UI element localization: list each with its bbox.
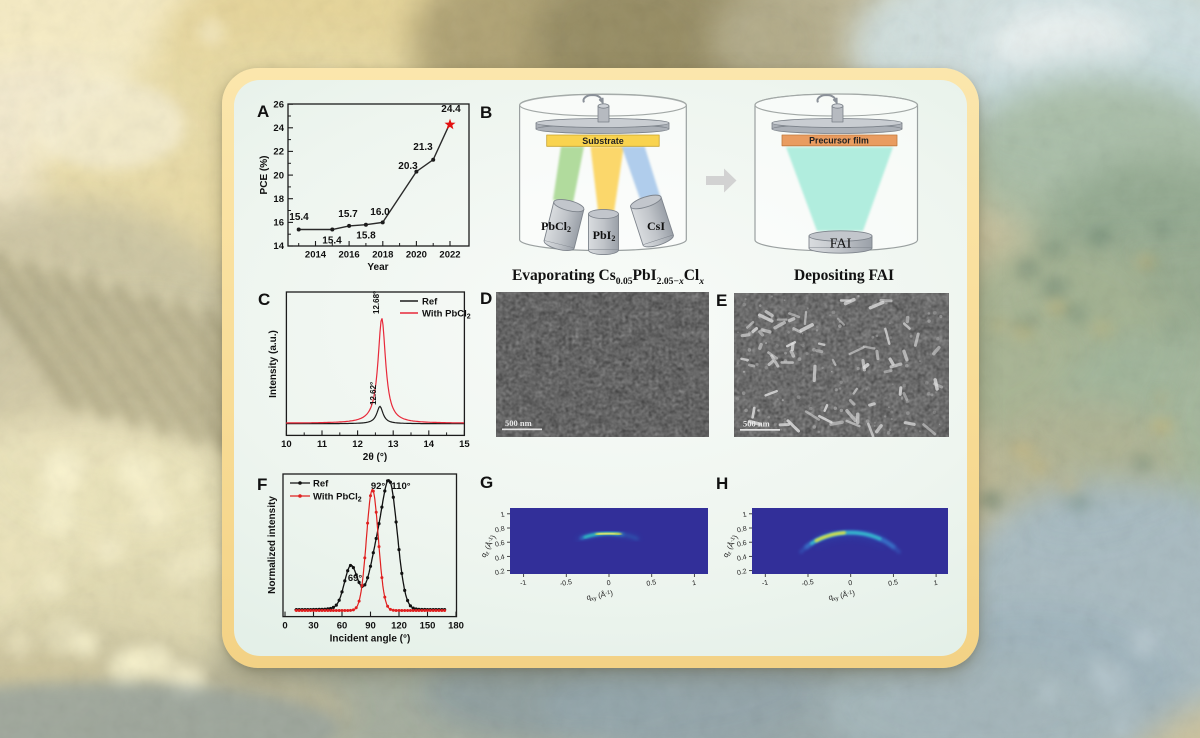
svg-text:0.2: 0.2: [736, 568, 747, 577]
svg-text:13: 13: [388, 439, 399, 450]
svg-text:15.7: 15.7: [338, 209, 358, 220]
svg-text:10: 10: [281, 439, 292, 450]
svg-text:0.8: 0.8: [736, 526, 747, 535]
svg-text:FAI: FAI: [830, 237, 852, 252]
svg-text:24.4: 24.4: [441, 104, 461, 115]
svg-text:2018: 2018: [372, 250, 393, 261]
svg-text:Incident angle (°): Incident angle (°): [330, 634, 411, 645]
svg-text:500 nm: 500 nm: [505, 418, 532, 428]
svg-text:Intensity (a.u.): Intensity (a.u.): [268, 330, 279, 398]
svg-text:Ref: Ref: [422, 297, 438, 308]
svg-text:12.62°: 12.62°: [369, 382, 378, 405]
svg-text:1: 1: [742, 511, 747, 519]
svg-text:-0.5: -0.5: [559, 579, 572, 588]
svg-text:0.4: 0.4: [736, 554, 747, 563]
svg-text:Year: Year: [367, 262, 388, 273]
svg-text:With PbCl2: With PbCl2: [422, 309, 471, 321]
svg-text:14: 14: [273, 241, 284, 252]
svg-text:1: 1: [933, 580, 938, 588]
svg-text:12.68°: 12.68°: [372, 291, 381, 314]
svg-text:30: 30: [308, 621, 319, 632]
svg-text:Substrate: Substrate: [582, 136, 624, 146]
svg-text:2θ (°): 2θ (°): [363, 452, 387, 463]
svg-text:500 nm: 500 nm: [743, 419, 770, 429]
svg-text:21.3: 21.3: [413, 142, 433, 153]
svg-text:18: 18: [273, 194, 284, 205]
svg-text:-1: -1: [761, 580, 768, 588]
svg-text:90: 90: [365, 621, 376, 632]
svg-text:-1: -1: [520, 580, 527, 588]
svg-text:2016: 2016: [339, 250, 360, 261]
svg-text:26: 26: [273, 99, 284, 110]
svg-text:16.0: 16.0: [370, 207, 390, 218]
svg-text:0.4: 0.4: [494, 554, 505, 563]
svg-text:0.8: 0.8: [494, 526, 505, 535]
svg-text:0.2: 0.2: [494, 568, 505, 577]
svg-text:1: 1: [500, 511, 505, 519]
svg-text:PCE (%): PCE (%): [259, 156, 270, 195]
svg-text:20: 20: [273, 170, 284, 181]
svg-text:16: 16: [273, 218, 284, 229]
svg-text:Normalized intensity: Normalized intensity: [267, 496, 278, 594]
svg-text:120: 120: [391, 621, 407, 632]
svg-text:110°: 110°: [391, 481, 410, 492]
svg-text:0: 0: [282, 621, 287, 632]
svg-text:1: 1: [692, 580, 697, 588]
svg-text:PbI2: PbI2: [593, 228, 616, 243]
svg-text:PbCl2: PbCl2: [541, 219, 571, 234]
svg-text:2014: 2014: [305, 250, 327, 261]
svg-text:180: 180: [448, 621, 464, 632]
svg-text:15: 15: [459, 439, 470, 450]
svg-text:22: 22: [273, 147, 284, 158]
svg-text:CsI: CsI: [647, 219, 665, 233]
svg-text:24: 24: [273, 123, 284, 134]
svg-text:-0.5: -0.5: [801, 579, 814, 588]
svg-text:Precursor film: Precursor film: [809, 136, 869, 146]
svg-text:0.5: 0.5: [888, 579, 899, 588]
svg-text:11: 11: [317, 439, 328, 450]
svg-text:60: 60: [337, 621, 348, 632]
svg-text:150: 150: [420, 621, 436, 632]
svg-text:Ref: Ref: [313, 479, 329, 490]
svg-text:0: 0: [848, 580, 853, 588]
svg-text:0.6: 0.6: [494, 540, 505, 549]
svg-text:2020: 2020: [406, 250, 427, 261]
svg-text:15.4: 15.4: [289, 212, 309, 223]
svg-text:92°: 92°: [371, 481, 386, 492]
svg-text:15.4: 15.4: [322, 236, 342, 247]
svg-text:0: 0: [606, 580, 611, 588]
svg-text:69°: 69°: [348, 573, 363, 584]
svg-text:0.5: 0.5: [646, 579, 657, 588]
svg-text:2022: 2022: [439, 250, 460, 261]
svg-text:qxy (Å-1): qxy (Å-1): [586, 588, 615, 603]
svg-text:qxy (Å-1): qxy (Å-1): [828, 588, 857, 603]
svg-text:20.3: 20.3: [398, 161, 418, 172]
svg-text:15.8: 15.8: [356, 231, 376, 242]
svg-text:14: 14: [424, 439, 435, 450]
svg-text:12: 12: [352, 439, 363, 450]
svg-text:0.6: 0.6: [736, 540, 747, 549]
svg-text:With PbCl2: With PbCl2: [313, 492, 362, 504]
